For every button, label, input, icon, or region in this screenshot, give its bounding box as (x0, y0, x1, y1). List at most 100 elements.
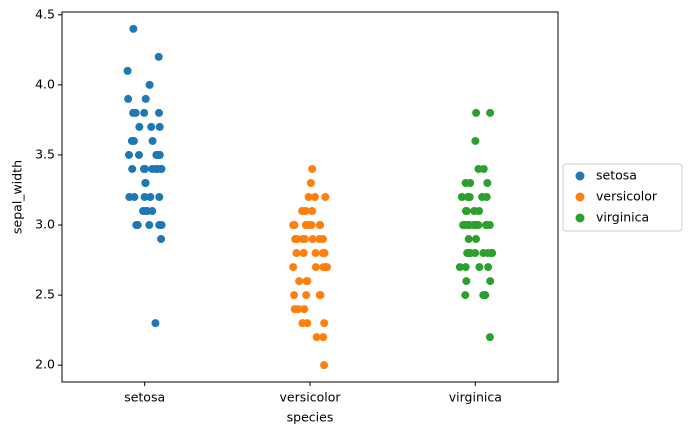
point (486, 277, 495, 286)
point (478, 193, 487, 201)
point (148, 164, 157, 173)
legend-label: virginica (596, 210, 649, 225)
point (155, 122, 164, 131)
point (134, 150, 143, 159)
point (128, 164, 137, 173)
point (465, 221, 474, 230)
point (157, 235, 166, 244)
x-axis-label: species (287, 410, 334, 425)
point (141, 94, 150, 103)
point (462, 207, 471, 216)
point (465, 193, 474, 201)
point (154, 52, 163, 61)
point (457, 193, 466, 201)
point (312, 333, 321, 342)
point (127, 136, 136, 145)
point (147, 122, 156, 131)
x-tick-label: virginica (449, 390, 502, 405)
y-tick-label: 4.5 (35, 6, 55, 21)
point (302, 291, 311, 300)
point (131, 108, 140, 117)
point (306, 178, 315, 187)
point (319, 333, 328, 342)
point (290, 291, 299, 300)
point (485, 333, 494, 342)
point (301, 207, 310, 216)
legend-label: setosa (596, 168, 637, 183)
point (289, 221, 298, 230)
point (480, 291, 489, 300)
legend-marker (575, 171, 585, 181)
point (295, 277, 304, 286)
point (308, 164, 317, 173)
point (155, 221, 164, 230)
point (123, 66, 132, 75)
point (461, 291, 470, 300)
point (302, 221, 311, 230)
x-tick-label: versicolor (280, 390, 342, 405)
point (320, 249, 329, 258)
point (294, 305, 303, 314)
point (291, 235, 300, 244)
y-tick-label: 3.5 (35, 146, 55, 161)
point (300, 235, 309, 244)
y-tick-label: 3.0 (35, 217, 55, 232)
point (124, 94, 133, 103)
point (133, 221, 142, 230)
point (479, 249, 488, 258)
point (157, 164, 166, 173)
point (155, 193, 164, 201)
point (315, 221, 324, 230)
point (308, 235, 317, 244)
point (462, 277, 471, 286)
point (484, 263, 493, 272)
point (472, 235, 481, 244)
point (320, 361, 329, 370)
point (141, 178, 150, 187)
y-tick-label: 4.0 (35, 76, 55, 91)
point (310, 193, 319, 201)
point (475, 263, 484, 272)
point (304, 193, 313, 201)
y-tick-label: 2.5 (35, 287, 55, 302)
point (455, 263, 464, 272)
legend-marker (575, 213, 585, 223)
point (319, 263, 328, 272)
point (151, 319, 160, 328)
legend-box (562, 163, 683, 232)
point (318, 235, 327, 244)
point (148, 136, 157, 145)
point (145, 80, 154, 89)
point (303, 277, 312, 286)
point (299, 249, 308, 258)
point (140, 193, 149, 201)
point (483, 178, 492, 187)
point (139, 207, 148, 216)
point (475, 207, 484, 216)
point (146, 193, 155, 201)
point (464, 235, 473, 244)
point (474, 164, 483, 173)
point (139, 164, 148, 173)
point (152, 150, 161, 159)
point (461, 178, 470, 187)
point (487, 249, 496, 258)
point (303, 319, 312, 328)
point (300, 305, 309, 314)
point (311, 249, 320, 258)
point (461, 263, 470, 272)
point (471, 136, 480, 145)
point (472, 108, 481, 117)
point (129, 24, 138, 33)
point (486, 108, 495, 117)
point (311, 263, 320, 272)
point (321, 193, 330, 201)
point (124, 150, 133, 159)
point (315, 291, 324, 300)
point (140, 108, 149, 117)
point (135, 122, 144, 131)
point (320, 319, 329, 328)
point (148, 207, 157, 216)
legend-label: versicolor (596, 189, 658, 204)
